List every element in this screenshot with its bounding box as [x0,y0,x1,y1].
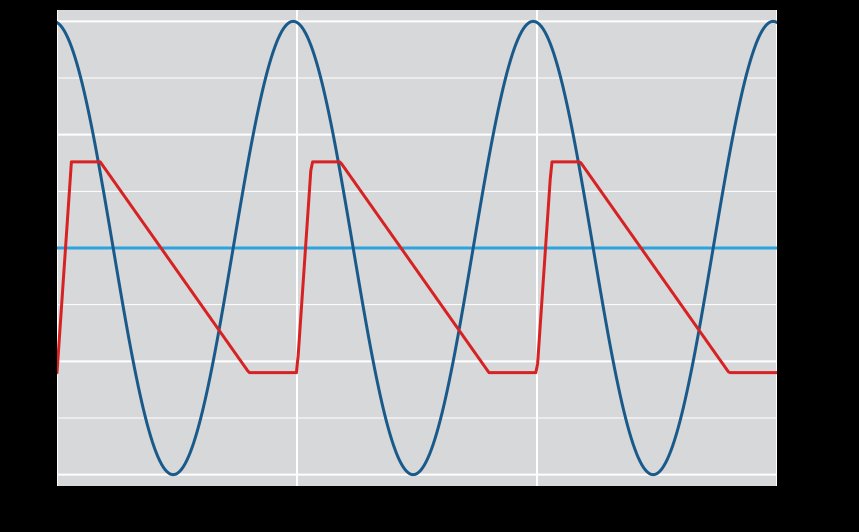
line-chart [0,0,859,532]
chart-container [0,0,859,532]
